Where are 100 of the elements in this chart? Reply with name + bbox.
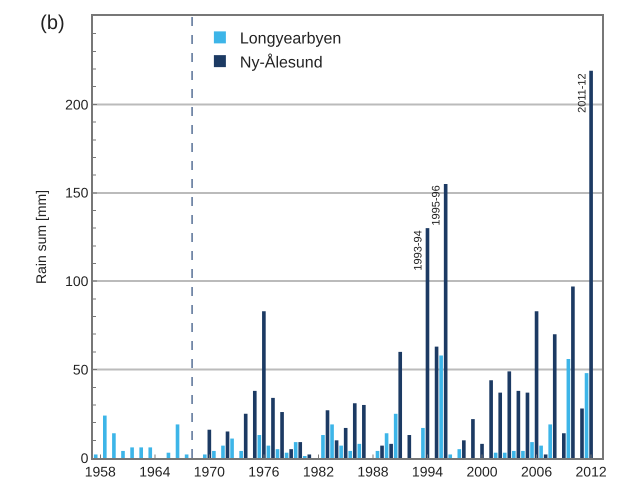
- bar: [358, 444, 362, 458]
- bar: [326, 410, 330, 458]
- x-tick-label: 2000: [466, 464, 498, 480]
- bar: [526, 392, 530, 458]
- bar: [289, 449, 293, 458]
- y-tick-label: 200: [65, 96, 89, 112]
- bar: [212, 450, 216, 458]
- bar: [389, 444, 393, 458]
- bar: [489, 380, 493, 458]
- x-tick-label: 1970: [194, 464, 226, 480]
- bar: [271, 398, 275, 458]
- bar: [566, 358, 570, 458]
- bar: [348, 450, 352, 458]
- bar: [544, 454, 548, 458]
- bar: [166, 452, 170, 458]
- bar: [589, 70, 593, 458]
- bar: [239, 450, 243, 458]
- bar: [502, 452, 507, 458]
- bar: [184, 454, 188, 458]
- x-tick-label: 2006: [520, 464, 552, 480]
- bar: [308, 454, 312, 458]
- legend-label: Ny-Ålesund: [240, 53, 323, 72]
- chart-title: (b): [40, 12, 65, 34]
- bar: [334, 440, 338, 458]
- x-tick-label: 1982: [302, 464, 334, 480]
- bar: [252, 390, 257, 458]
- bar: [221, 446, 225, 458]
- bar: [498, 392, 502, 458]
- bar: [530, 442, 534, 458]
- bar: [298, 442, 302, 458]
- y-tick-label: 150: [65, 184, 89, 201]
- bar: [266, 446, 270, 458]
- bar: [244, 414, 248, 458]
- annotation: 2011-12: [576, 73, 588, 113]
- bar: [448, 454, 452, 458]
- bar: [471, 419, 475, 458]
- bar: [226, 431, 230, 458]
- bar: [580, 408, 584, 458]
- bar: [294, 442, 298, 458]
- bar: [384, 433, 388, 458]
- bar: [321, 435, 325, 458]
- bar: [439, 355, 443, 458]
- bar: [584, 373, 588, 458]
- bar: [352, 403, 357, 458]
- bar: [208, 430, 212, 458]
- bar: [276, 449, 280, 458]
- bar: [344, 428, 348, 458]
- bar: [421, 428, 425, 458]
- y-tick-label: 50: [72, 362, 89, 378]
- bar: [339, 446, 343, 458]
- bar: [521, 450, 525, 458]
- bar: [507, 371, 512, 458]
- bar: [112, 433, 116, 458]
- annotation: 1993-94: [412, 230, 424, 271]
- bar: [376, 450, 380, 458]
- bar: [512, 450, 516, 458]
- bar: [457, 449, 462, 458]
- bar: [362, 404, 366, 458]
- bar: [562, 433, 566, 458]
- bar: [552, 334, 557, 458]
- bar: [148, 447, 152, 458]
- bar: [426, 228, 430, 458]
- bar: [380, 446, 384, 458]
- bar: [494, 452, 498, 458]
- x-tick-label: 1994: [412, 464, 444, 480]
- bar: [230, 438, 234, 458]
- bar: [394, 414, 398, 458]
- bar: [262, 311, 266, 458]
- y-tick-label: 100: [65, 273, 89, 290]
- x-tick-label: 1964: [139, 464, 171, 480]
- bar: [330, 424, 334, 458]
- bar: [176, 424, 180, 458]
- bar: [444, 184, 448, 458]
- bar: [94, 454, 98, 458]
- bar: [571, 286, 575, 458]
- bar: [202, 454, 207, 458]
- bar: [280, 412, 284, 458]
- bar: [139, 447, 143, 458]
- bar: [130, 447, 134, 458]
- x-tick-label: 2012: [576, 464, 607, 480]
- x-tick-label: 1976: [248, 464, 280, 480]
- annotation: 1995-96: [430, 185, 443, 226]
- y-tick-label: 0: [80, 450, 89, 466]
- bar: [434, 346, 438, 458]
- x-tick-label: 1988: [357, 464, 389, 480]
- bar: [398, 352, 402, 458]
- bar: [548, 424, 552, 458]
- bar: [480, 444, 484, 458]
- bar: [462, 440, 466, 458]
- bar: [284, 452, 288, 458]
- bar: [539, 446, 543, 458]
- bar: [103, 416, 107, 458]
- bar: [516, 390, 520, 458]
- legend-label: Longyearbyen: [240, 30, 342, 48]
- bar: [407, 435, 412, 458]
- y-axis-title: Rain sum [mm]: [33, 190, 50, 284]
- bar: [121, 450, 125, 458]
- x-tick-label: 1958: [84, 464, 116, 480]
- bar: [534, 311, 538, 458]
- bar: [258, 435, 262, 458]
